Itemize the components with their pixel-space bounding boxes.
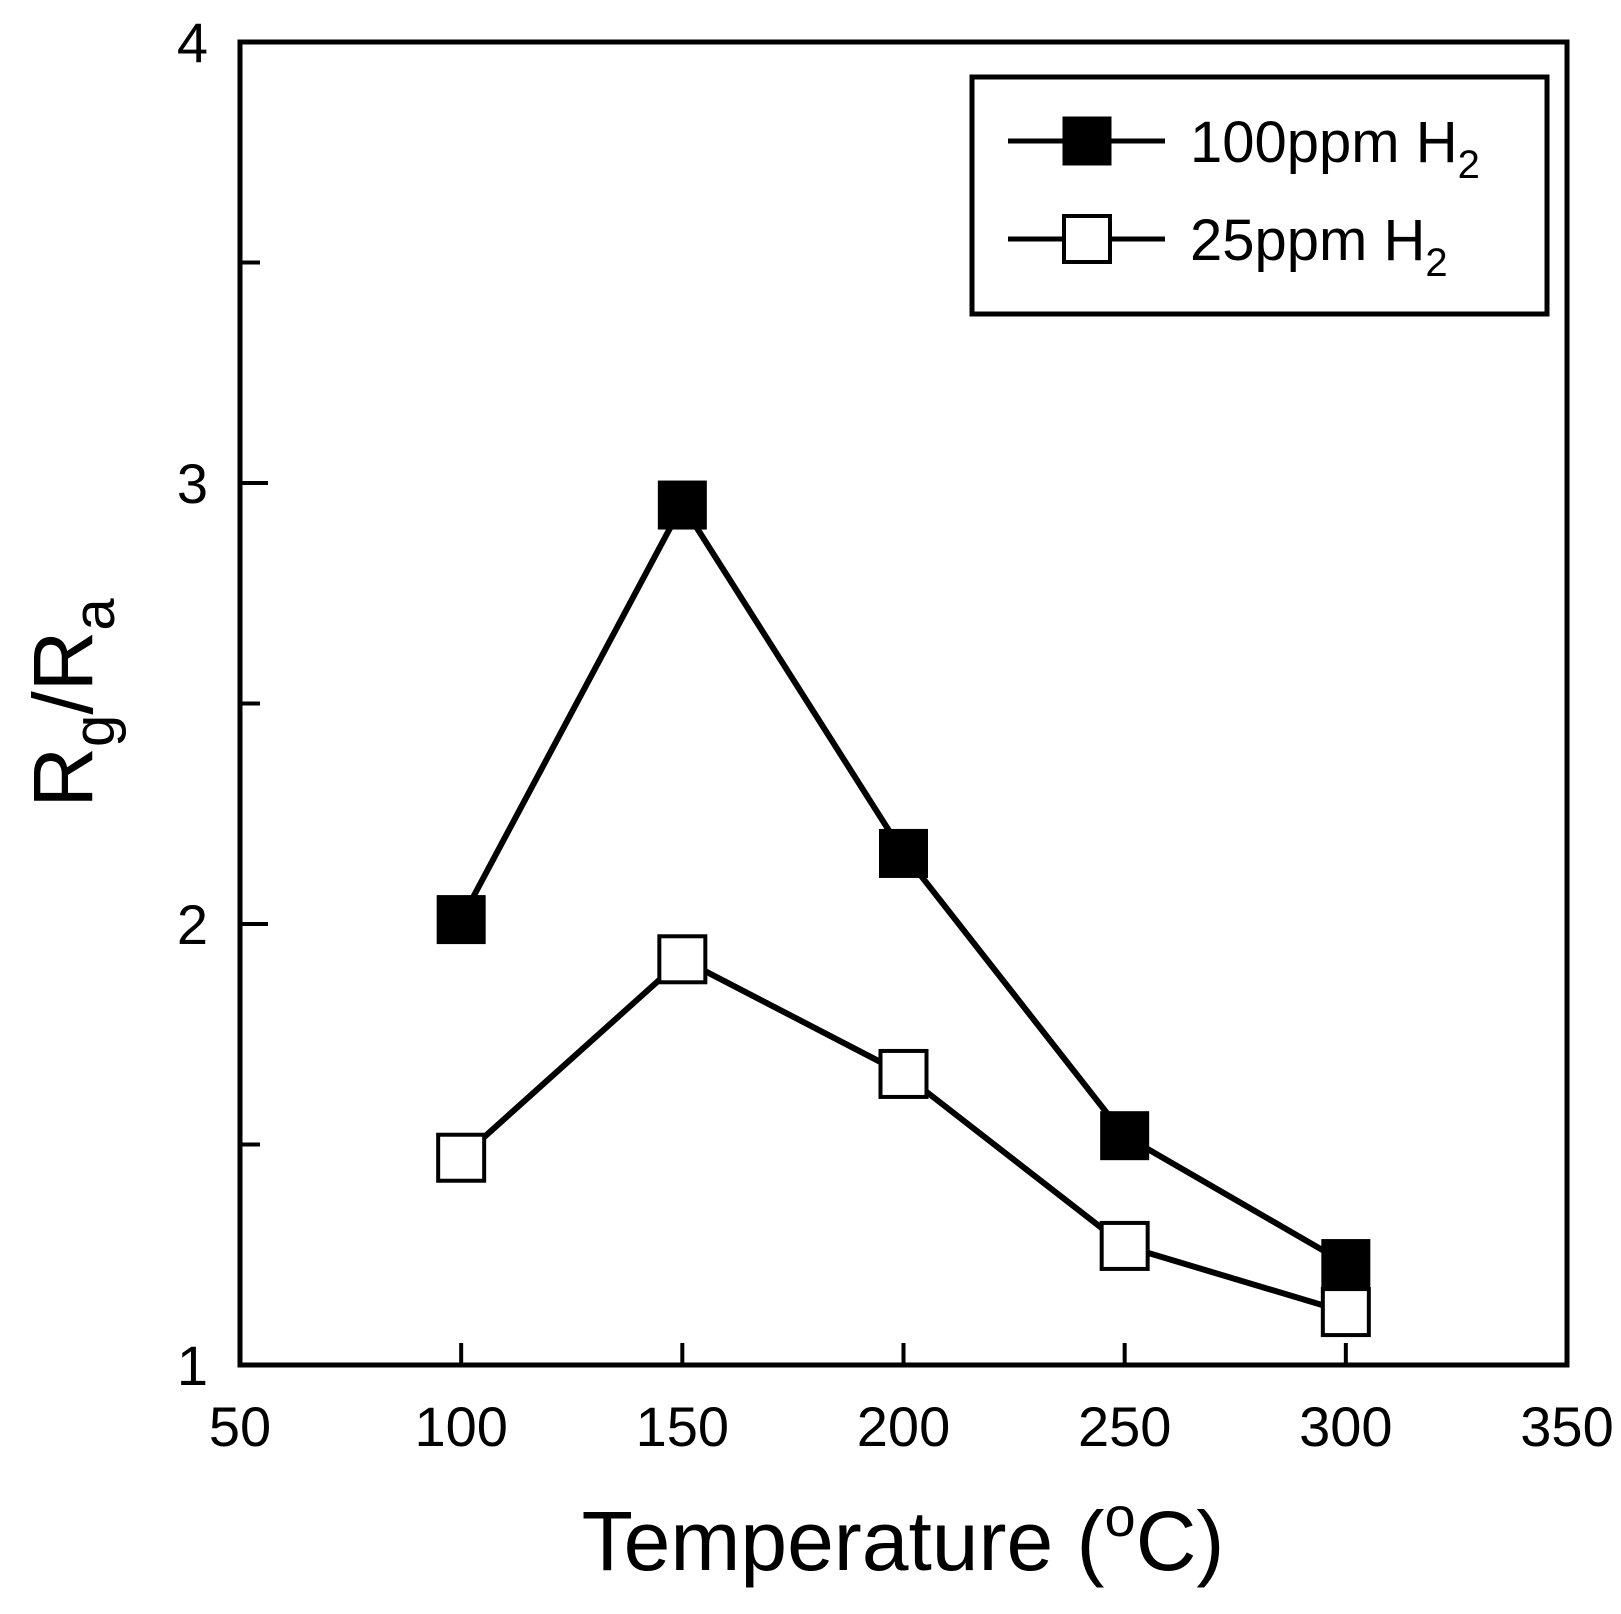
x-tick-label-100: 100: [414, 1395, 507, 1458]
y-tick-label-1: 1: [177, 1334, 208, 1397]
series-line-1: [459, 956, 1347, 1315]
legend: 100ppm H2 25ppm H2: [969, 74, 1550, 317]
legend-label-25ppm: 25ppm H2: [1190, 208, 1448, 285]
y-axis-title-sub-g: g: [62, 715, 127, 747]
x-tick-label-250: 250: [1078, 1395, 1171, 1458]
point-1-250: [1099, 1220, 1150, 1271]
point-1-150: [657, 934, 708, 985]
legend-label-100ppm: 100ppm H2: [1190, 110, 1480, 187]
x-axis-title-unit: C): [1136, 1494, 1225, 1588]
x-axis-title-degree: o: [1105, 1485, 1136, 1548]
x-tick-label-150: 150: [636, 1395, 729, 1458]
y-axis-title-sub-a: a: [62, 598, 127, 631]
point-0-150: [657, 480, 707, 530]
point-0-100: [436, 895, 486, 945]
legend-marker-open-square: [1062, 214, 1112, 264]
point-0-250: [1100, 1111, 1150, 1161]
series-1: [436, 934, 1371, 1338]
plot-frame: [237, 39, 1570, 1368]
y-axis-title: Rg/Ra: [16, 598, 127, 808]
y-axis-title-r2: R: [16, 631, 110, 692]
legend-label-25ppm-main: 25ppm H: [1190, 208, 1425, 273]
y-axis-title-r1: R: [16, 747, 110, 808]
point-1-100: [436, 1132, 487, 1183]
legend-label-100ppm-main: 100ppm H: [1190, 110, 1458, 175]
x-tick-label-200: 200: [857, 1395, 950, 1458]
y-tick-label-2: 2: [177, 893, 208, 956]
point-0-300: [1321, 1239, 1371, 1289]
x-axis-title: Temperature (oC): [582, 1485, 1225, 1588]
legend-marker-filled-square: [1062, 116, 1112, 166]
legend-label-100ppm-sub: 2: [1458, 143, 1480, 187]
point-1-200: [878, 1048, 929, 1099]
x-tick-label-300: 300: [1299, 1395, 1392, 1458]
series-layer: [436, 480, 1371, 1338]
ticks-layer: 50 100 150 200 250 300 350 1 2 3 4: [177, 11, 1614, 1458]
point-0-200: [879, 828, 928, 878]
x-axis-title-main: Temperature (: [582, 1494, 1105, 1588]
x-tick-label-350: 350: [1520, 1395, 1613, 1458]
y-tick-label-3: 3: [177, 452, 208, 515]
y-tick-label-4: 4: [177, 11, 208, 74]
point-1-300: [1320, 1287, 1371, 1338]
series-line-0: [458, 502, 1348, 1267]
y-axis-title-slash: /: [16, 691, 110, 715]
series-0: [436, 480, 1371, 1289]
legend-label-25ppm-sub: 2: [1425, 241, 1447, 285]
x-tick-label-50: 50: [209, 1395, 271, 1458]
